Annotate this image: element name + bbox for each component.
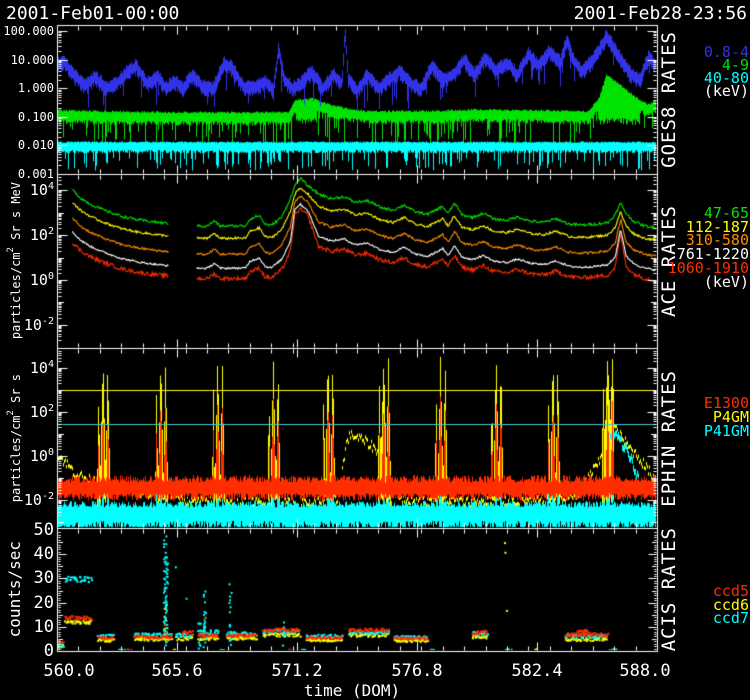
y-tick-label: 104 — [29, 359, 54, 377]
y-tick-label: 40 — [33, 544, 54, 565]
y-tick-label: 100.000 — [3, 24, 54, 38]
y-tick-label: 0.001 — [17, 167, 54, 181]
legend-entry-40-80: 40-80 — [703, 69, 749, 87]
legend-entry-4-9: 4-9 — [721, 56, 749, 74]
x-tick-label: 582.4 — [511, 661, 563, 681]
x-axis-title: time (DOM) — [303, 681, 401, 700]
y-tick-label: 100 — [29, 447, 54, 465]
y-tick-label: 20 — [33, 592, 54, 613]
y-tick-label: 102 — [29, 403, 54, 421]
y-axis-label-ephin: particles/cm2 Sr s — [5, 373, 23, 503]
legend-entry-ccd7: ccd7 — [712, 609, 749, 627]
legend-entry--kev-: (keV) — [703, 272, 749, 291]
x-tick-label: 576.8 — [391, 661, 443, 681]
panel-title-goes8-wrap: GOES8 RATES — [656, 25, 682, 174]
panel-title-goes8: GOES8 RATES — [658, 31, 680, 168]
start-datetime: 2001-Feb01-00:00 — [6, 3, 180, 24]
legend-entry-0-8-4: 0.8-4 — [703, 43, 749, 61]
y-tick-label: 0.100 — [17, 109, 54, 124]
y-tick-label: 30 — [33, 568, 54, 589]
y-tick-label: 50 — [33, 520, 54, 540]
y-tick-label: 1.000 — [17, 81, 54, 96]
y-tick-label: 104 — [29, 181, 54, 200]
legend-entry-761-1220: 761-1220 — [676, 245, 749, 264]
panel-title-acis-wrap: ACIS RATES — [656, 527, 682, 652]
y-tick-label: 0 — [43, 641, 54, 661]
legend-entry-ccd6: ccd6 — [712, 595, 749, 614]
x-tick-label: 565.6 — [151, 661, 203, 681]
legend-entry-310-580: 310-580 — [685, 231, 749, 250]
panel-title-acis: ACIS RATES — [658, 527, 680, 652]
x-tick-label: 588.0 — [619, 661, 671, 681]
legend-entry-p4gm: P4GM — [712, 408, 749, 426]
y-tick-label: 102 — [29, 226, 54, 245]
x-tick-label: 571.2 — [271, 661, 323, 681]
legend-entry-e1300: E1300 — [703, 394, 749, 412]
panel-title-ephin: EPHIN RATES — [658, 369, 680, 507]
legend-entry-47-65: 47-65 — [703, 204, 749, 222]
legend-entry-ccd5: ccd5 — [712, 582, 749, 600]
end-datetime: 2001-Feb28-23:56 — [573, 3, 747, 24]
panel-title-ephin-wrap: EPHIN RATES — [656, 348, 682, 528]
y-tick-label: 10-2 — [23, 491, 54, 509]
y-tick-label: 100 — [29, 270, 54, 289]
y-tick-label: 0.010 — [17, 138, 54, 153]
y-tick-label: 10 — [33, 616, 54, 637]
legend-entry--kev-: (keV) — [703, 82, 749, 100]
x-tick-label: 560.0 — [43, 661, 95, 681]
y-tick-label: 10-2 — [23, 315, 54, 334]
y-tick-label: 10.000 — [10, 52, 54, 67]
legend-entry-1060-1910: 1060-1910 — [667, 258, 749, 277]
legend-entry-p41gm: P41GM — [703, 422, 749, 440]
legend-entry-112-187: 112-187 — [685, 217, 749, 236]
